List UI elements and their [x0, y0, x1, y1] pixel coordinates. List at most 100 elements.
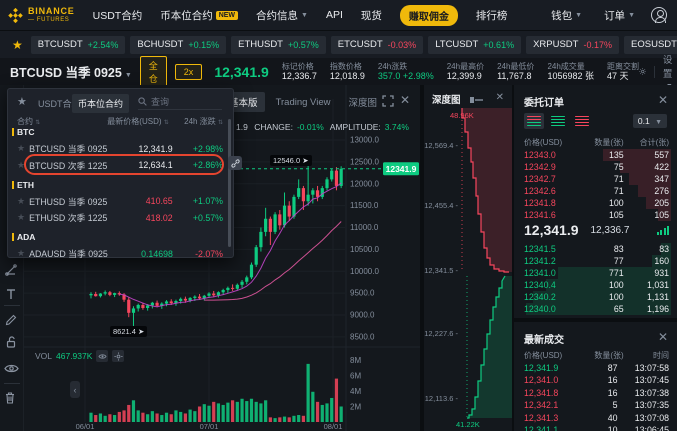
ticker-LTCUSDT[interactable]: LTCUSDT +0.61% — [428, 35, 522, 54]
draw-tool-icon[interactable] — [4, 313, 20, 329]
contracts-tab-1[interactable]: 币本位合约 — [72, 94, 130, 113]
bid-row[interactable]: 12341.2 77 160 — [524, 255, 671, 267]
trash-tool-icon[interactable] — [4, 391, 20, 407]
contract-row-BTCUSD-次季-1225[interactable]: ★ BTCUSD 次季 1225 12,634.1 +2.86% — [17, 159, 223, 171]
svg-text:07/01: 07/01 — [200, 422, 219, 431]
trade-row[interactable]: 12,341.3 40 13:07:08 — [524, 412, 669, 423]
ticker-bar: ★ BTCUSDT +2.54% BCHUSDT +0.15% ETHUSDT +0.57… — [0, 30, 677, 58]
contracts-scrollbar[interactable] — [228, 119, 231, 247]
bid-row[interactable]: 12340.4 100 1,031 — [524, 279, 671, 291]
vol-eye-icon[interactable] — [96, 350, 109, 362]
stat-24h成交量: 24h成交量 1056982 张 — [547, 61, 594, 81]
binance-diamond-icon — [8, 7, 23, 23]
contracts-search-input[interactable]: 查询 — [138, 94, 222, 110]
contracts-columns[interactable]: 合约 ⇅ 最新价格(USD) ⇅ 24h 涨跌 ⇅ — [17, 117, 223, 126]
ask-row[interactable]: 12341.6 105 105 — [524, 209, 671, 221]
crosshair-price-tag: 12546.0 ➤ — [270, 155, 312, 166]
measure-tool-icon[interactable] — [4, 263, 20, 279]
ticker-BCHUSDT[interactable]: BCHUSDT +0.15% — [130, 35, 227, 54]
book-mode-both-icon[interactable] — [524, 113, 544, 129]
svg-text:11500.0: 11500.0 — [350, 201, 379, 210]
leverage-button[interactable]: 2x — [174, 63, 203, 80]
nav-item-coin-futures[interactable]: 币本位合约 NEW — [160, 8, 239, 23]
avatar[interactable] — [651, 7, 667, 23]
link-icon[interactable] — [228, 156, 242, 170]
contract-row-ETHUSD-次季-1225[interactable]: ★ ETHUSD 次季 1225 418.02 +0.57% — [17, 212, 223, 223]
trade-row[interactable]: 12,341.0 16 13:07:45 — [524, 375, 669, 386]
text-tool-icon[interactable] — [4, 287, 20, 303]
unlock-tool-icon[interactable] — [4, 335, 20, 351]
ticker-XRPUSDT[interactable]: XRPUSDT -0.17% — [526, 35, 620, 54]
star-icon[interactable]: ★ — [17, 195, 26, 206]
trade-row[interactable]: 12,342.1 5 13:07:35 — [524, 400, 669, 411]
nav-item-orders[interactable]: 订单 ▼ — [604, 9, 635, 22]
stats: 标记价格 12,336.7 指数价格 12,018.9 24h涨跌 357.0 +2.98… — [269, 62, 639, 82]
collapse-toolbar-handle[interactable]: ‹ — [70, 381, 80, 398]
contracts-dropdown: ★ USDT合约 币本位合约 查询 合约 ⇅ 最新价格(USD) ⇅ 24h 涨跌 ⇅… — [7, 88, 234, 259]
trades-panel: 最新成交 ✕ 价格(USD) 数量(张) 时间 12,341.9 87 13:07:58… — [514, 322, 677, 431]
bid-row[interactable]: 12340.2 100 1,131 — [524, 291, 671, 303]
precision-dropdown[interactable]: 0.1 ▼ — [632, 114, 667, 128]
margin-mode-button[interactable]: 全仓 — [139, 55, 167, 88]
trade-row[interactable]: 12,341.9 87 13:07:58 — [524, 363, 669, 373]
nav-item-api[interactable]: API — [325, 9, 343, 21]
vol-label: VOL — [35, 351, 53, 361]
chevron-down-icon: ▼ — [575, 11, 583, 19]
trades-close-icon[interactable]: ✕ — [657, 330, 668, 344]
star-icon[interactable]: ★ — [17, 212, 26, 222]
ask-row[interactable]: 12341.8 100 205 — [524, 197, 671, 209]
nav-item-referral[interactable]: 赚取佣金 — [399, 4, 458, 26]
depth-signal-icon[interactable] — [655, 225, 669, 235]
depth-close-icon[interactable]: ✕ — [495, 92, 504, 103]
trade-row[interactable]: 12,341.8 16 13:07:38 — [524, 387, 669, 398]
chart-tab-2[interactable]: 深度图 — [348, 98, 377, 109]
nav-item-usdt-futures[interactable]: USDT合约 — [92, 9, 143, 22]
nav-item-contract-info[interactable]: 合约信息 ▼ — [256, 9, 308, 22]
depth-zoom-slider-icon[interactable] — [470, 96, 484, 104]
group-BTC: BTC — [11, 127, 35, 137]
ask-row[interactable]: 12343.0 135 557 — [524, 149, 671, 161]
ask-row[interactable]: 12342.6 71 276 — [524, 185, 671, 197]
ticker-BTCUSDT[interactable]: BTCUSDT +2.54% — [30, 35, 126, 54]
vol-settings-icon[interactable] — [112, 350, 125, 362]
contracts-star-icon[interactable]: ★ — [17, 96, 27, 108]
nav-item-wallet[interactable]: 钱包 ▼ — [551, 9, 583, 22]
ticker-chips: BTCUSDT +2.54% BCHUSDT +0.15% ETHUSDT +0.57% E… — [30, 35, 677, 54]
contracts-tab-0[interactable]: USDT合约 — [38, 99, 81, 109]
symbol-selector[interactable]: BTCUSD 当季 0925 ▼ — [10, 66, 132, 80]
binance-logo[interactable]: BINANCE — FUTURES — [8, 7, 75, 23]
favorites-star-icon[interactable]: ★ — [12, 37, 23, 52]
chart-tab-1[interactable]: Trading View — [275, 96, 331, 108]
trades-title: 最新成交 — [524, 335, 564, 346]
star-icon[interactable]: ★ — [17, 248, 26, 258]
nav-item-leaderboard[interactable]: 排行榜 — [475, 9, 508, 22]
mid-mark-price: 12,336.7 — [590, 224, 630, 236]
contract-row-ADAUSD-当季-0925[interactable]: ★ ADAUSD 当季 0925 0.14698 -2.07% — [17, 248, 223, 259]
bid-row[interactable]: 12341.0 771 931 — [524, 267, 671, 279]
bid-row[interactable]: 12341.5 83 83 — [524, 243, 671, 255]
fullscreen-icon[interactable] — [382, 95, 394, 107]
top-nav: BINANCE — FUTURES USDT合约 币本位合约 NEW 合约信息 ▼ API… — [0, 0, 677, 30]
ticker-EOSUSDT[interactable]: EOSUSDT+0.59% — [624, 35, 677, 54]
nav-item-spot[interactable]: 现货 — [360, 9, 382, 22]
ticker-ETCUSDT[interactable]: ETCUSDT -0.03% — [330, 35, 424, 54]
contract-row-BTCUSD-当季-0925[interactable]: ★ BTCUSD 当季 0925 12,341.9 +2.98% — [17, 143, 223, 154]
ask-row[interactable]: 12342.7 71 347 — [524, 173, 671, 185]
order-book-close-icon[interactable]: ✕ — [657, 93, 668, 107]
order-book-panel: 委托订单 ✕ 0.1 ▼ 价格(USD) 数量(张) 合计(张) 12343.0 13… — [514, 85, 677, 318]
ticker-ETHUSDT[interactable]: ETHUSDT +0.57% — [231, 35, 326, 54]
book-mode-bids-icon[interactable] — [548, 113, 568, 129]
star-icon[interactable]: ★ — [17, 143, 26, 153]
ask-row[interactable]: 12342.9 75 422 — [524, 161, 671, 173]
eye-tool-icon[interactable] — [4, 361, 20, 377]
chart-close-icon[interactable]: ✕ — [399, 93, 410, 107]
brightness-icon[interactable] — [639, 65, 647, 78]
depth-axis-label: 12,113.6 - — [424, 394, 458, 403]
contract-row-ETHUSD-当季-0925[interactable]: ★ ETHUSD 当季 0925 410.65 +1.07% — [17, 195, 223, 207]
nav-items: USDT合约 币本位合约 NEW 合约信息 ▼ API 现货 赚取佣金 排行榜 — [75, 4, 508, 26]
bid-row[interactable]: 12340.0 65 1,196 — [524, 303, 671, 315]
trade-row[interactable]: 12,341.1 10 13:06:45 — [524, 425, 669, 431]
nav-right: 钱包 ▼ 订单 ▼ — [529, 7, 667, 23]
star-icon[interactable]: ★ — [17, 159, 26, 170]
book-mode-asks-icon[interactable] — [572, 113, 592, 129]
